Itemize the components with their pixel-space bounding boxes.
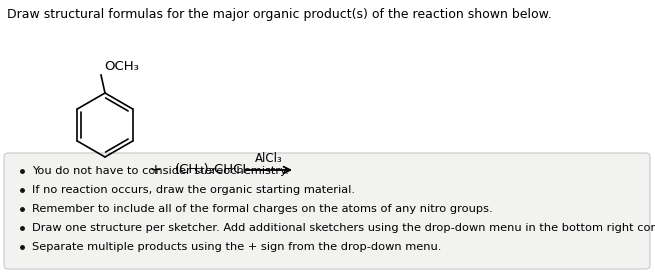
- Text: Remember to include all of the formal charges on the atoms of any nitro groups.: Remember to include all of the formal ch…: [32, 204, 493, 214]
- Text: Draw structural formulas for the major organic product(s) of the reaction shown : Draw structural formulas for the major o…: [7, 8, 552, 21]
- Text: OCH₃: OCH₃: [104, 60, 139, 73]
- Text: Draw one structure per sketcher. Add additional sketchers using the drop-down me: Draw one structure per sketcher. Add add…: [32, 223, 655, 233]
- Text: If no reaction occurs, draw the organic starting material.: If no reaction occurs, draw the organic …: [32, 185, 355, 195]
- Text: You do not have to consider stereochemistry.: You do not have to consider stereochemis…: [32, 166, 289, 176]
- FancyBboxPatch shape: [4, 153, 650, 269]
- Text: AlCl₃: AlCl₃: [255, 152, 283, 165]
- Text: Separate multiple products using the + sign from the drop-down menu.: Separate multiple products using the + s…: [32, 242, 441, 252]
- Text: (CH₃)₂CHCI: (CH₃)₂CHCI: [175, 164, 247, 177]
- Text: +: +: [149, 163, 161, 177]
